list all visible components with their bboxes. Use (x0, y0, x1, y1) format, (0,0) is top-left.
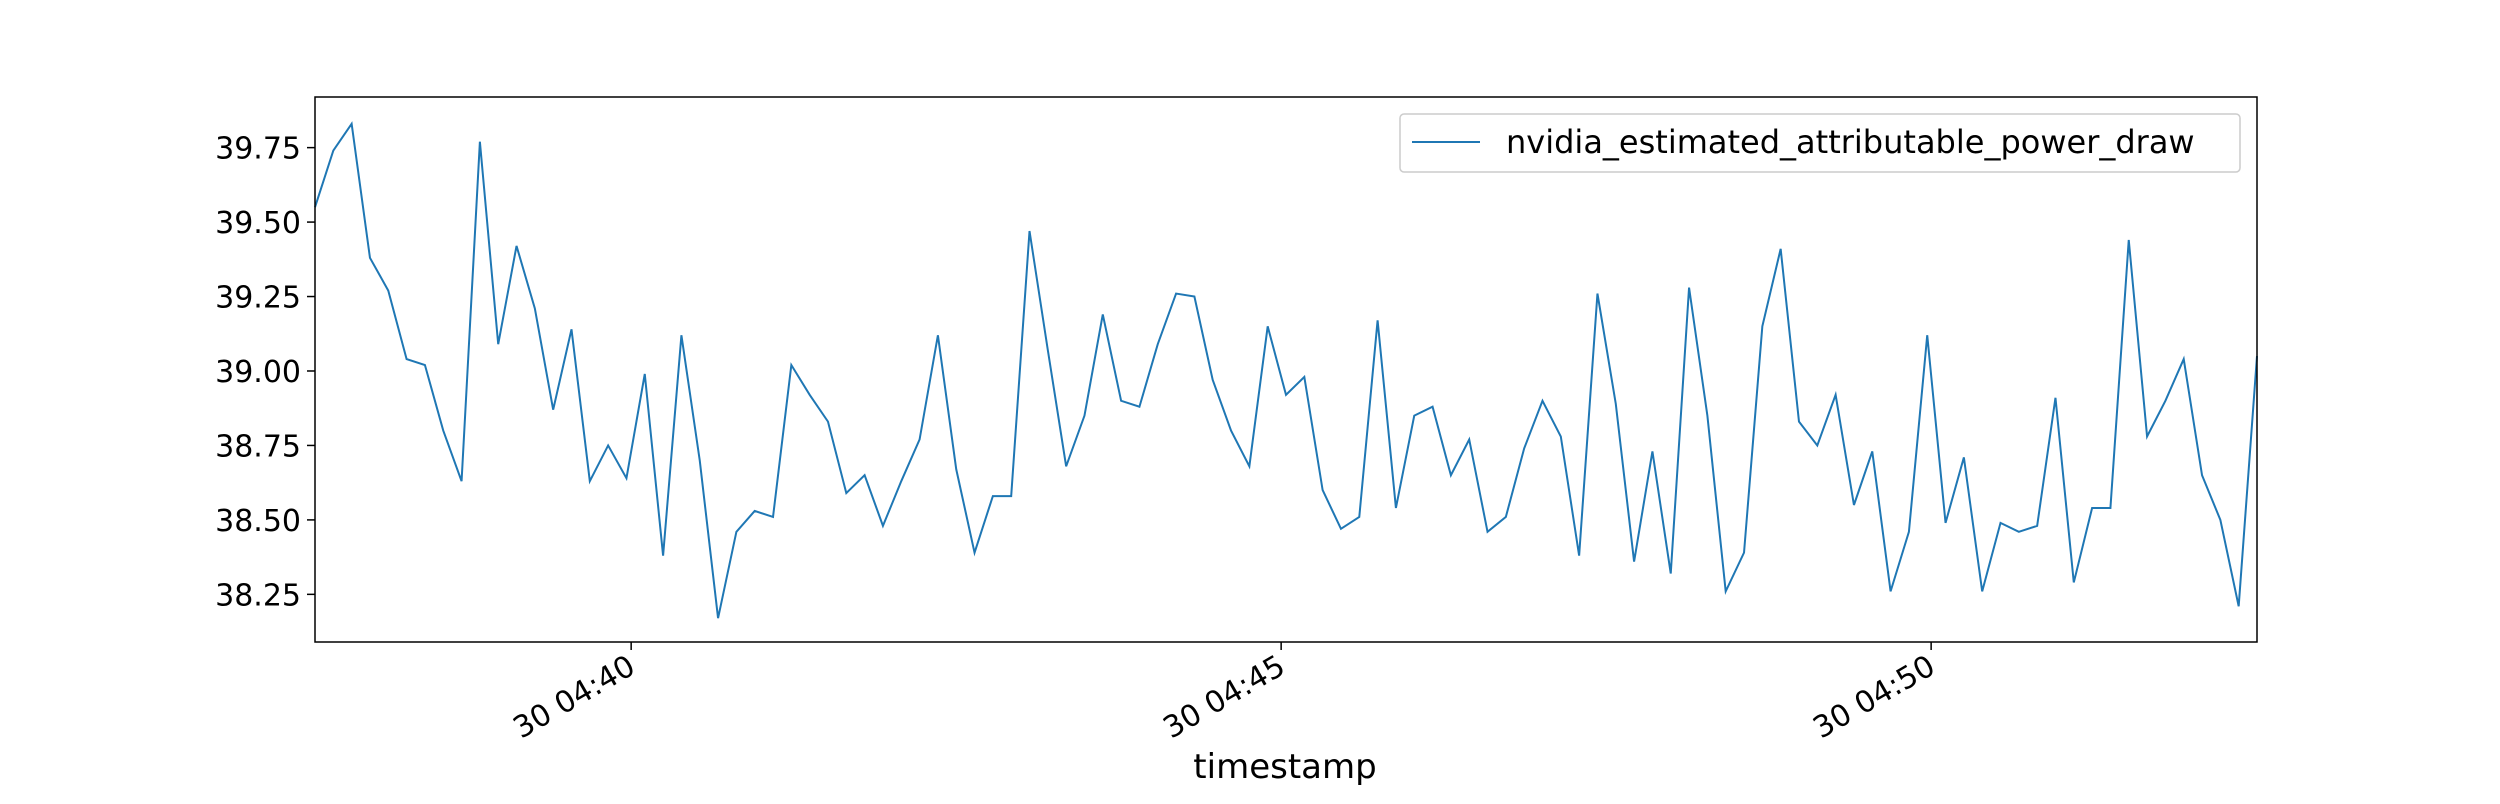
y-tick-label: 38.25 (215, 578, 301, 613)
x-tick-label: 30 04:40 (507, 649, 641, 746)
y-tick-label: 38.50 (215, 504, 301, 539)
x-axis: 30 04:40 30 04:45 30 04:50 (507, 642, 1941, 746)
legend: nvidia_estimated_attributable_power_draw (1399, 113, 2241, 173)
legend-series-label: nvidia_estimated_attributable_power_draw (1506, 123, 2195, 161)
y-tick-label: 38.75 (215, 429, 301, 464)
x-tick-label: 30 04:50 (1807, 649, 1941, 746)
series-line-0 (314, 121, 2258, 619)
x-axis-label: timestamp (1193, 747, 1376, 787)
series-layer (314, 121, 2258, 619)
y-tick-label: 39.75 (215, 132, 301, 167)
legend-box (1399, 113, 2241, 173)
y-tick-label: 39.25 (215, 281, 301, 316)
y-axis: 38.25 38.50 38.75 39.00 39.25 39.50 39.75 (215, 132, 315, 613)
y-tick-label: 39.00 (215, 355, 301, 390)
y-tick-label: 39.50 (215, 206, 301, 241)
x-tick-label: 30 04:45 (1157, 649, 1291, 746)
plot-frame (314, 96, 2258, 643)
